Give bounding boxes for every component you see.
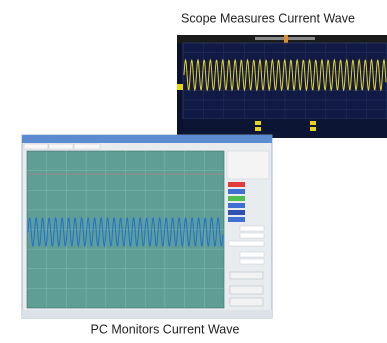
readout-icon xyxy=(310,127,316,131)
scope-screenshot xyxy=(177,35,387,138)
caption-bottom: PC Monitors Current Wave xyxy=(91,322,240,336)
color-swatch xyxy=(228,217,245,222)
color-swatch xyxy=(228,203,245,208)
info-box xyxy=(226,150,270,180)
readout-icon xyxy=(255,127,261,131)
input[interactable] xyxy=(228,240,265,247)
color-swatch xyxy=(228,210,245,215)
dropdown[interactable] xyxy=(239,258,265,265)
button[interactable] xyxy=(229,285,264,295)
pc-wave xyxy=(27,216,224,248)
color-swatch xyxy=(228,189,245,194)
scope-trigger xyxy=(284,35,288,43)
button[interactable] xyxy=(229,271,264,280)
dropdown[interactable] xyxy=(239,251,265,258)
tab xyxy=(48,143,74,150)
tab xyxy=(23,143,49,150)
dropdown[interactable] xyxy=(239,232,265,239)
color-swatch xyxy=(228,182,245,187)
button[interactable] xyxy=(229,297,264,307)
readout-icon xyxy=(255,121,261,125)
readout-icon xyxy=(310,121,316,125)
scope-channel-marker xyxy=(177,84,183,90)
side-panel xyxy=(226,150,270,307)
title-bar xyxy=(22,135,272,143)
scope-readout xyxy=(183,119,387,138)
pc-grid xyxy=(27,151,224,308)
tab xyxy=(73,143,101,150)
color-swatch xyxy=(228,196,245,201)
scope-wave xyxy=(183,58,387,92)
dropdown[interactable] xyxy=(239,225,265,232)
pc-window xyxy=(21,134,273,319)
status-bar xyxy=(22,310,272,318)
caption-top: Scope Measures Current Wave xyxy=(181,11,355,25)
